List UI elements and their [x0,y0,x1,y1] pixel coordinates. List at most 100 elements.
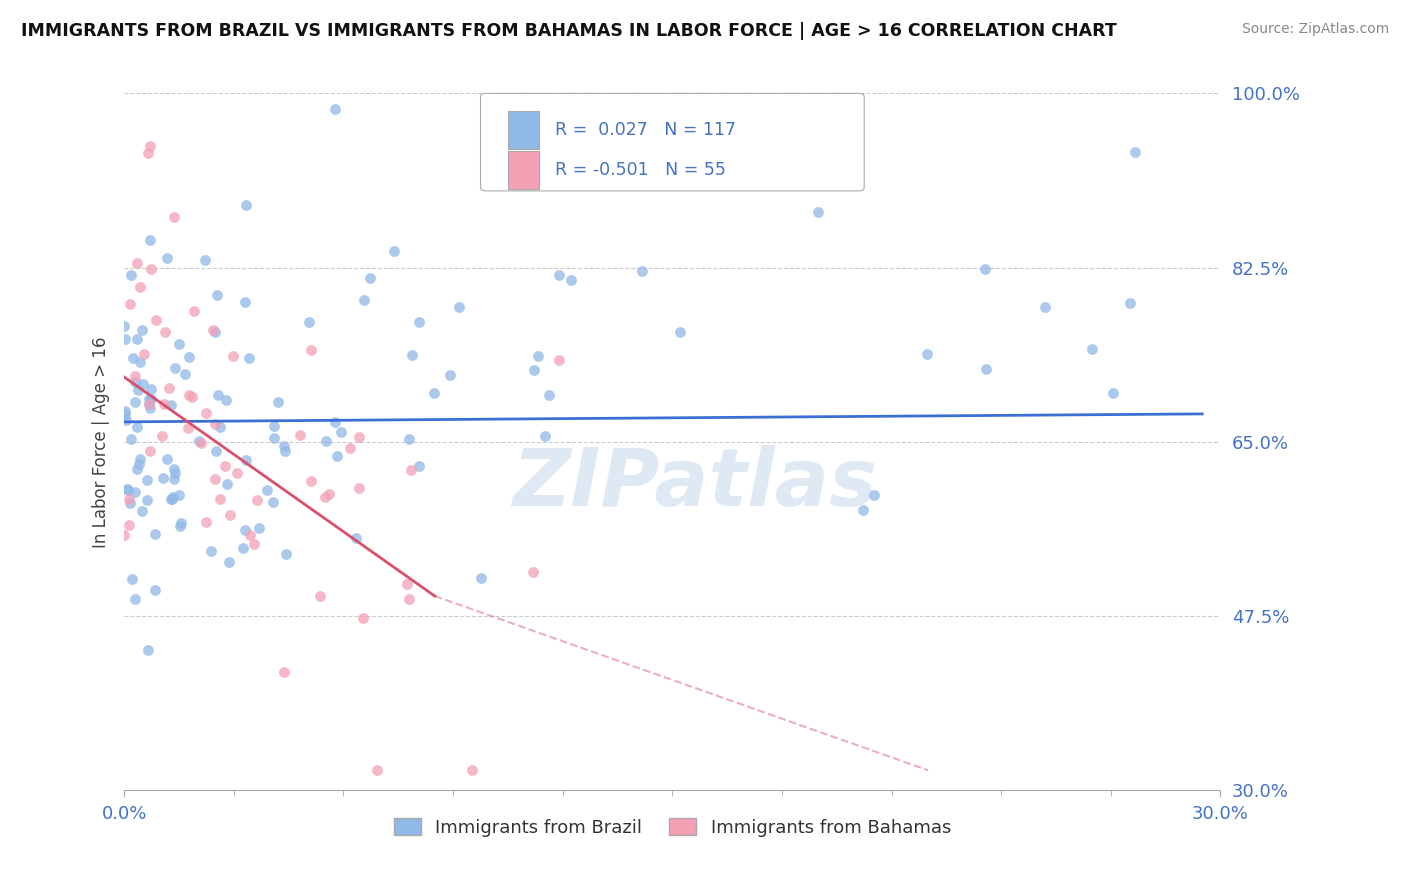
Point [1033,300,1056,314]
Point [215,392,238,407]
Point [1119,296,1142,310]
Point [163,210,186,224]
Point [323,102,346,116]
Point [174,367,197,381]
Point [208,420,231,434]
Point [160,492,183,507]
Point [163,472,186,486]
Point [235,294,257,309]
Point [135,492,157,507]
Point [262,495,284,509]
Point [214,458,236,473]
Point [118,517,141,532]
Point [163,361,186,376]
Point [125,462,148,476]
Point [533,429,555,443]
Point [246,493,269,508]
Point [128,457,150,471]
Point [235,197,257,211]
Point [139,261,162,276]
Point [124,592,146,607]
Point [318,487,340,501]
Point [145,313,167,327]
Point [527,349,550,363]
Point [218,555,240,569]
Point [176,421,198,435]
Point [204,444,226,458]
Point [242,536,264,550]
Point [114,407,136,421]
Point [139,401,162,416]
Point [136,146,159,161]
Point [323,416,346,430]
Point [422,385,444,400]
Point [263,418,285,433]
Y-axis label: In Labor Force | Age > 16: In Labor Force | Age > 16 [93,336,110,548]
Point [117,491,139,506]
Point [401,348,423,362]
Point [139,233,162,247]
Point [273,665,295,680]
Point [160,398,183,412]
Point [976,362,998,376]
Point [461,764,484,778]
Point [470,571,492,585]
Point [408,458,430,473]
Point [169,519,191,533]
Point [156,452,179,467]
Point [131,503,153,517]
Point [183,304,205,318]
Point [204,472,226,486]
Point [201,323,224,337]
Point [398,433,420,447]
Point [299,475,322,489]
Point [139,392,162,407]
Point [235,523,257,537]
FancyBboxPatch shape [508,151,538,189]
Point [204,325,226,339]
Point [353,293,375,308]
Point [382,244,405,259]
Point [974,262,997,277]
Point [190,436,212,450]
Point [163,462,186,476]
Point [267,394,290,409]
Point [1080,342,1102,356]
FancyBboxPatch shape [508,112,538,150]
Point [129,280,152,294]
Point [121,572,143,586]
Point [136,474,159,488]
Point [205,288,228,302]
Point [1102,385,1125,400]
Point [157,381,180,395]
Point [125,419,148,434]
Point [124,395,146,409]
Point [915,347,938,361]
Text: IMMIGRANTS FROM BRAZIL VS IMMIGRANTS FROM BAHAMAS IN LABOR FORCE | AGE > 16 CORR: IMMIGRANTS FROM BRAZIL VS IMMIGRANTS FRO… [21,22,1116,40]
Point [238,351,260,365]
Point [131,323,153,337]
Point [449,301,471,315]
Point [330,425,353,440]
Point [138,397,160,411]
Point [139,444,162,458]
Point [235,453,257,467]
Point [247,521,270,535]
Point [309,589,332,603]
Point [143,582,166,597]
Point [138,397,160,411]
Point [124,369,146,384]
Point [117,483,139,497]
Point [156,251,179,265]
Point [118,297,141,311]
Point [195,515,218,529]
Point [560,273,582,287]
Point [852,503,875,517]
Point [349,481,371,495]
Point [273,444,295,458]
Point [120,268,142,282]
Point [124,376,146,390]
Point [155,325,177,339]
Point [631,264,654,278]
Point [399,463,422,477]
